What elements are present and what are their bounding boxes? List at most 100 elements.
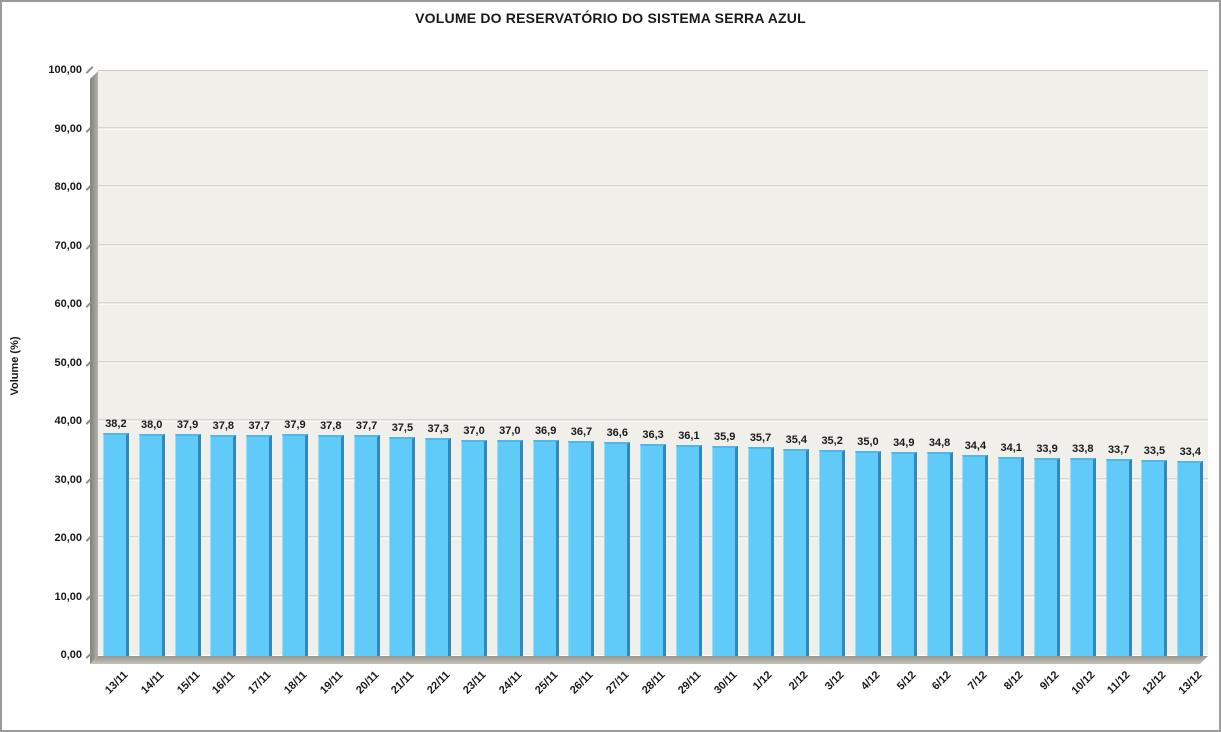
bar <box>783 448 810 656</box>
gridline <box>98 302 1208 305</box>
bar-slot: 36,9 <box>528 71 564 656</box>
bar <box>389 436 416 656</box>
gridline <box>98 360 1208 364</box>
x-tick-label: 4/12 <box>858 669 883 693</box>
bar-value-label: 36,9 <box>534 425 557 438</box>
bar-value-label: 33,8 <box>1072 443 1094 456</box>
bar <box>711 446 738 656</box>
bar-value-label: 37,0 <box>499 424 521 437</box>
bar-value-label: 35,0 <box>857 436 879 449</box>
y-tick-mark <box>85 592 94 601</box>
x-tick-label: 24/11 <box>496 669 525 697</box>
bar-value-label: 37,0 <box>463 424 485 437</box>
left-wall-3d <box>90 71 98 664</box>
bar-slot: 37,7 <box>349 71 385 656</box>
bar <box>1034 457 1061 656</box>
bar <box>819 450 846 656</box>
y-tick-mark <box>85 475 94 484</box>
x-axis-labels: 13/11 14/11 15/11 16/11 17/11 18/11 19/11 20/11… <box>98 663 1208 723</box>
bar-slot: 34,9 <box>886 71 922 656</box>
bar-value-label: 37,8 <box>212 419 235 432</box>
x-tick-label: 10/12 <box>1069 669 1098 697</box>
y-tick-label: 30,00 <box>54 473 82 486</box>
bar-slot: 36,6 <box>599 71 635 656</box>
bar-value-label: 35,9 <box>714 431 736 443</box>
bar-slot: 33,5 <box>1137 71 1173 656</box>
bar-slot: 37,7 <box>241 71 277 656</box>
bar-slot: 37,0 <box>456 71 492 656</box>
gridline <box>98 419 1208 422</box>
bar <box>532 440 559 656</box>
bar-slot: 37,9 <box>277 71 313 656</box>
bar-value-label: 36,7 <box>570 426 593 439</box>
y-tick-mark <box>85 66 94 74</box>
x-tick-label: 1/12 <box>751 669 775 693</box>
x-tick-label: 19/11 <box>317 669 346 697</box>
x-tick-label: 18/11 <box>281 669 310 697</box>
bar-value-label: 36,3 <box>642 428 664 441</box>
x-tick-label: 2/12 <box>787 669 811 693</box>
bar-slot: 35,0 <box>850 71 886 656</box>
bar <box>246 435 273 656</box>
y-tick-mark <box>85 534 94 542</box>
bar-slot: 34,4 <box>958 71 994 656</box>
x-tick-label: 8/12 <box>1001 669 1026 693</box>
bar-value-label: 37,7 <box>248 420 270 433</box>
bar-slot: 37,8 <box>205 71 241 656</box>
bar-value-label: 36,1 <box>678 429 700 442</box>
bar-value-label: 37,8 <box>320 419 342 432</box>
bar-value-label: 37,3 <box>427 422 449 435</box>
bar-slot: 33,7 <box>1101 71 1137 656</box>
bar-slot: 35,9 <box>707 71 743 656</box>
bar-slot: 37,3 <box>420 71 456 656</box>
bar <box>496 439 523 656</box>
bar-slot: 36,1 <box>671 71 707 656</box>
bar-slot: 37,8 <box>313 71 349 656</box>
bar-slot: 33,4 <box>1172 71 1208 656</box>
y-tick-mark <box>85 183 94 191</box>
bar-value-label: 35,7 <box>749 432 772 445</box>
bar <box>854 451 881 656</box>
bar <box>1141 460 1168 656</box>
y-tick-label: 20,00 <box>54 532 82 544</box>
bar <box>425 437 452 656</box>
y-tick-label: 0,00 <box>60 649 82 661</box>
bar <box>317 434 344 656</box>
bar <box>962 454 989 656</box>
bar-value-label: 33,7 <box>1107 443 1130 456</box>
x-tick-label: 7/12 <box>966 669 990 693</box>
y-tick-label: 50,00 <box>54 356 82 369</box>
x-tick-label: 12/12 <box>1140 669 1169 697</box>
bar-slot: 34,8 <box>922 71 958 656</box>
gridline <box>98 126 1208 130</box>
bar-value-label: 35,4 <box>785 433 808 446</box>
x-tick-label: 14/11 <box>138 669 167 697</box>
bar <box>568 441 595 656</box>
x-tick-label: 11/12 <box>1105 669 1133 697</box>
bar <box>890 451 917 656</box>
bar <box>640 443 667 656</box>
bar-value-label: 38,2 <box>105 417 127 430</box>
bar <box>281 434 308 656</box>
bar <box>102 432 129 656</box>
x-tick-label: 9/12 <box>1037 669 1062 693</box>
bar <box>675 444 702 656</box>
plot-area: 38,2 38,0 37,9 37,8 37,7 37,9 37,8 37,7 37,5 37,3… <box>90 70 1208 664</box>
bar-slot: 33,8 <box>1065 71 1101 656</box>
y-tick-label: 80,00 <box>54 181 82 193</box>
bar-value-label: 38,0 <box>141 418 163 431</box>
bar <box>1105 458 1132 656</box>
x-tick-label: 3/12 <box>822 669 847 693</box>
bar-value-label: 37,9 <box>176 419 199 432</box>
y-tick-label: 100,00 <box>48 64 82 76</box>
x-tick-label: 15/11 <box>174 669 203 697</box>
bar <box>210 434 237 656</box>
x-tick-label: 17/11 <box>246 669 274 697</box>
bar-slot: 37,0 <box>492 71 528 656</box>
y-tick-mark <box>85 124 94 133</box>
gridline <box>98 185 1208 188</box>
bar <box>1069 458 1096 656</box>
x-tick-label: 13/12 <box>1176 669 1205 697</box>
bar-value-label: 37,7 <box>355 420 378 433</box>
